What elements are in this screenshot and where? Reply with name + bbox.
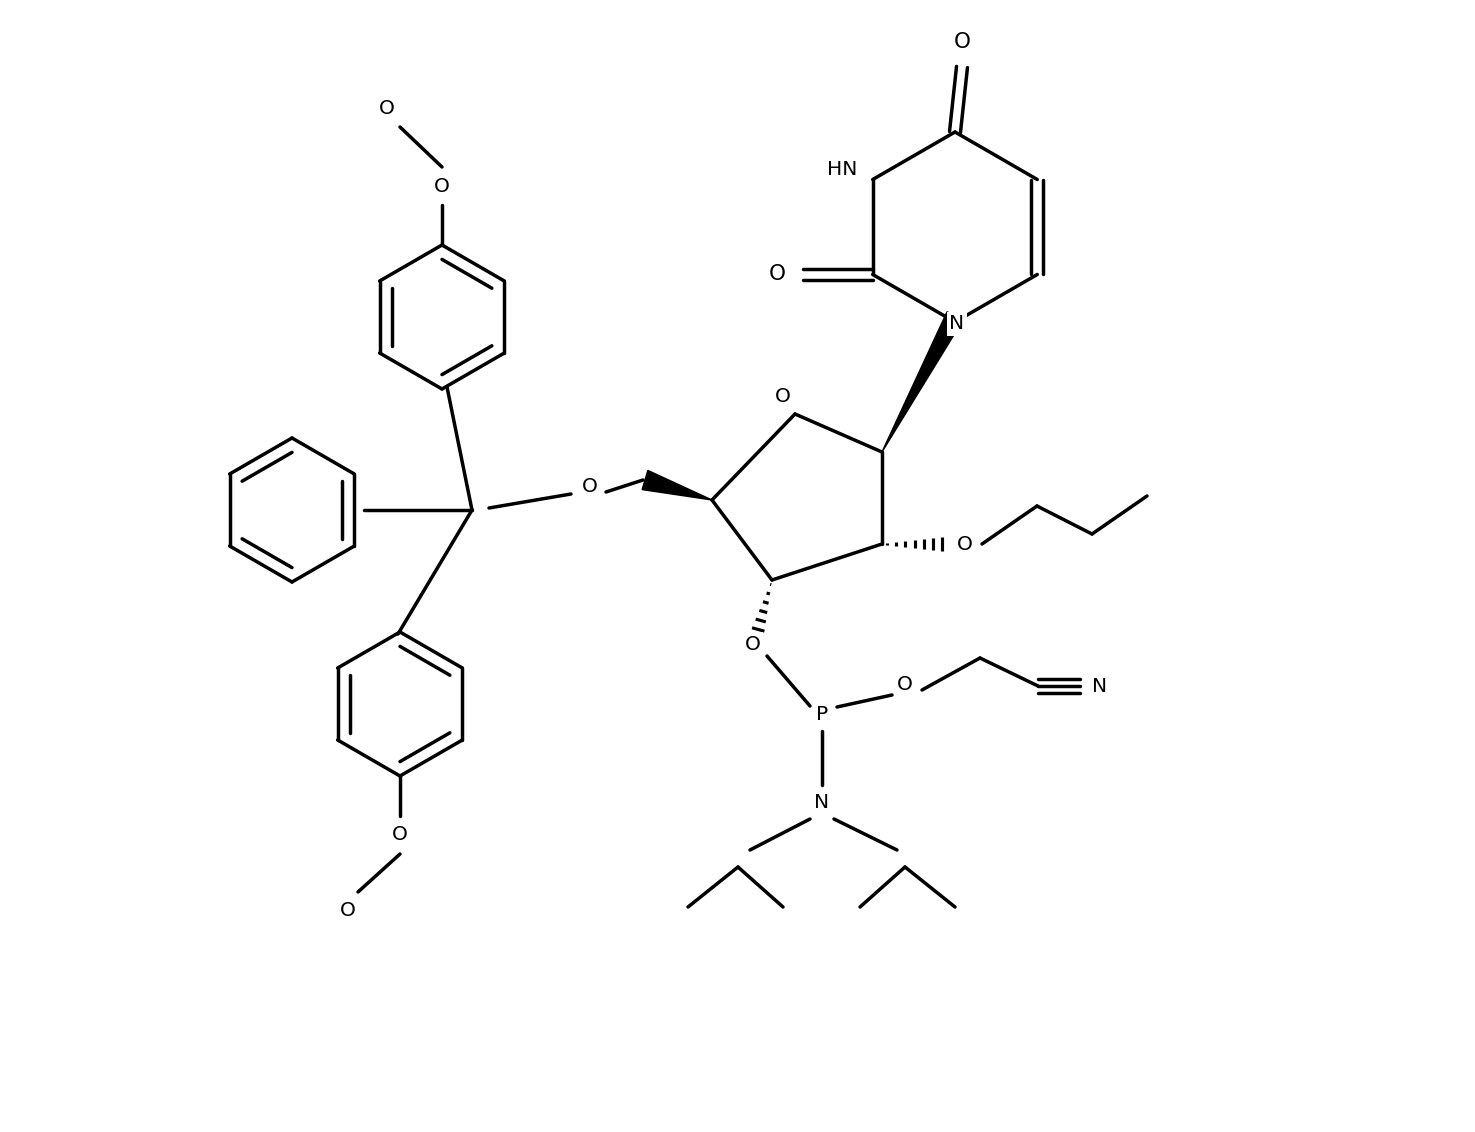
Text: O: O	[341, 901, 355, 920]
Text: P: P	[816, 704, 827, 723]
Text: N: N	[1093, 677, 1108, 695]
Polygon shape	[882, 311, 963, 452]
Text: N: N	[950, 315, 965, 334]
Text: O: O	[770, 265, 786, 284]
Text: O: O	[583, 477, 597, 496]
Text: O: O	[379, 100, 395, 119]
Text: O: O	[392, 824, 409, 843]
Text: O: O	[957, 534, 974, 554]
Text: N: N	[814, 792, 829, 812]
Text: O: O	[774, 386, 791, 405]
Text: O: O	[745, 635, 761, 653]
Text: O: O	[897, 676, 913, 695]
Text: O: O	[434, 178, 450, 197]
Polygon shape	[642, 471, 712, 500]
Text: O: O	[953, 32, 971, 52]
Text: HN: HN	[827, 160, 858, 179]
